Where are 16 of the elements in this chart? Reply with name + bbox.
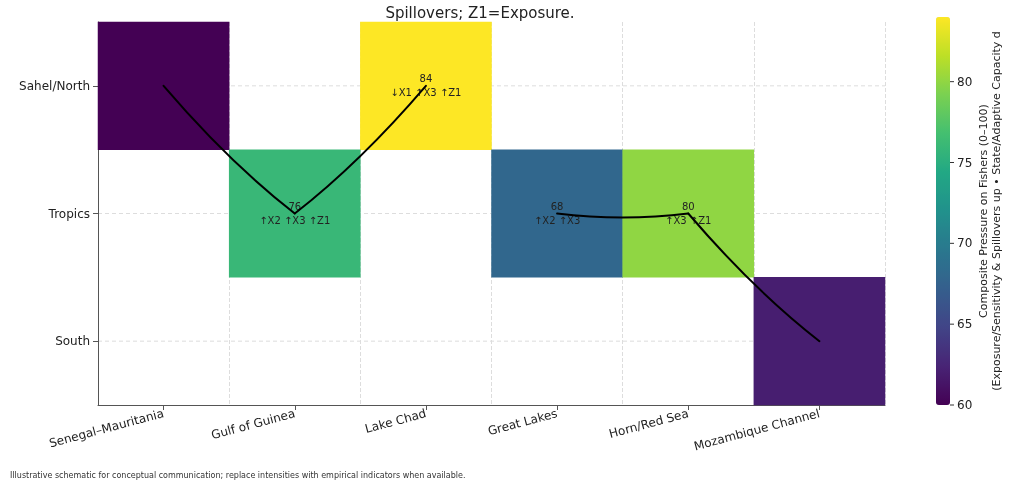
color-bar-label: 60 [957,398,973,412]
color-bar-label: 75 [957,155,973,170]
color-bar-label: 80 [957,74,973,89]
x-tick-label: Great Lakes [486,406,559,439]
x-tick-label: Lake Chad [363,406,428,436]
text: Illustrative schematic for conceptual communication; replace intensities with empirical indicators when available. [10,470,466,480]
color-bar-label: 65 [957,317,973,332]
y-tick-label: Sahel/North [19,78,90,93]
data-label: 68 ↑X2 ↑X3 [533,201,581,226]
data-label: 76 ↑X2 ↑X3 ↑Z1 [259,201,331,226]
y-tick-label: South [55,334,90,349]
y-tick-label: Tropics [47,206,90,221]
color-bar-title: Composite Pressure on Fishers (0–100) (Exposure/Sensitivity & Spillovers up • State/Adaptive Capacity d [977,31,1003,391]
x-tick-label: Gulf of Guinea [209,406,297,443]
color-bar-label: 70 [957,236,973,251]
chart-title: Spillovers; Z1=Exposure. [385,3,575,22]
